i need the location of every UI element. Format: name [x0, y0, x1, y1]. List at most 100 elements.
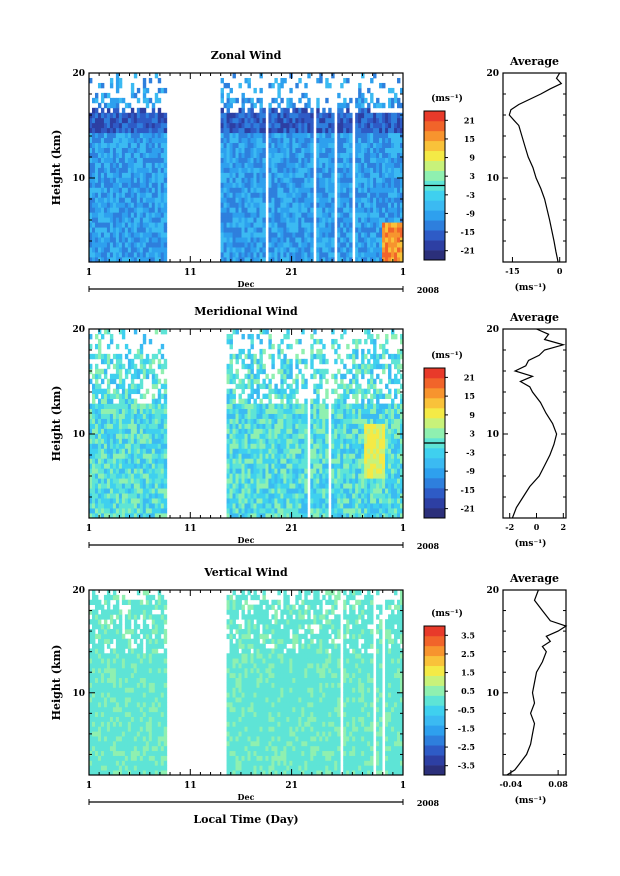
heatmap-cell [112, 132, 117, 139]
heatmap-cell [298, 438, 302, 444]
heatmap-cell [400, 102, 404, 109]
heatmap-cell [286, 252, 290, 258]
heatmap-cell [322, 172, 326, 178]
heatmap-cell [373, 167, 377, 173]
heatmap-cell [361, 237, 365, 243]
heatmap-cell [340, 423, 344, 429]
heatmap-cell [337, 368, 341, 375]
heatmap-cell [220, 142, 224, 148]
panel-title: Zonal Wind [211, 49, 282, 62]
heatmap-cell [346, 463, 350, 469]
heatmap-cell [337, 237, 341, 243]
heatmap-cell [118, 222, 123, 228]
heatmap-cell [118, 227, 123, 233]
heatmap-cell [274, 403, 278, 409]
heatmap-cell [163, 132, 168, 139]
heatmap-cell [391, 247, 395, 253]
heatmap-cell [226, 403, 230, 409]
heatmap-cell [256, 503, 260, 509]
heatmap-cell [343, 237, 347, 243]
heatmap-cell [334, 483, 338, 489]
heatmap-cell [118, 463, 123, 469]
heatmap-cell [277, 192, 281, 198]
heatmap-cell [346, 197, 350, 203]
heatmap-cell [100, 92, 105, 99]
heatmap-cell [157, 458, 162, 464]
heatmap-cell [118, 137, 123, 144]
heatmap-cell [271, 403, 275, 409]
heatmap-cell [115, 117, 120, 124]
heatmap-cell [124, 398, 129, 404]
heatmap-cell [310, 187, 314, 193]
heatmap-cell [247, 222, 251, 228]
heatmap-cell [262, 227, 266, 233]
heatmap-cell [253, 247, 257, 253]
heatmap-cell [349, 97, 353, 104]
heatmap-cell [322, 212, 326, 218]
heatmap-cell [89, 167, 93, 173]
heatmap-cell [295, 513, 299, 519]
heatmap-cell [109, 418, 114, 424]
heatmap-cell [97, 122, 102, 129]
heatmap-cell [100, 207, 105, 213]
heatmap-cell [115, 202, 120, 208]
heatmap-cell [238, 473, 242, 479]
heatmap-cell [232, 217, 236, 223]
heatmap-cell [319, 122, 323, 129]
heatmap-cell [100, 217, 105, 223]
heatmap-cell [361, 423, 365, 429]
heatmap-cell [253, 408, 257, 414]
heatmap-cell [355, 232, 359, 238]
heatmap-cell [346, 142, 350, 148]
heatmap-cell [283, 353, 287, 360]
heatmap-cell [229, 378, 233, 385]
heatmap-cell [328, 107, 332, 114]
heatmap-cell [238, 242, 242, 248]
heatmap-cell [355, 177, 359, 183]
colorbar-tick-label: 15 [464, 134, 475, 144]
heatmap-cell [163, 378, 168, 385]
heatmap-cell [271, 152, 275, 158]
heatmap-cell [232, 117, 236, 124]
heatmap-cell [286, 498, 290, 504]
heatmap-cell [121, 237, 126, 243]
heatmap-cell [223, 157, 227, 163]
heatmap-cell [154, 232, 159, 238]
heatmap-cell [316, 247, 320, 253]
heatmap-cell [250, 498, 254, 504]
heatmap-cell [319, 207, 323, 213]
heatmap-cell [352, 418, 356, 424]
heatmap-cell [232, 172, 236, 178]
heatmap-cell [247, 413, 251, 419]
heatmap-cell [349, 127, 353, 134]
heatmap-cell [361, 227, 365, 233]
heatmap-cell [226, 503, 230, 509]
heatmap-cell [226, 132, 230, 139]
heatmap-cell [376, 112, 380, 119]
heatmap-cell [343, 182, 347, 188]
heatmap-cell [100, 503, 105, 509]
colorbar-tick-label: -21 [461, 246, 475, 256]
heatmap-cell [109, 468, 114, 474]
heatmap-cell [127, 122, 132, 129]
heatmap-cell [220, 132, 224, 139]
heatmap-cell [163, 423, 168, 429]
heatmap-cell [229, 182, 233, 188]
heatmap-cell [103, 137, 108, 144]
heatmap-cell [238, 207, 242, 213]
heatmap-cell [142, 478, 147, 484]
heatmap-cell [331, 227, 335, 233]
heatmap-cell [394, 227, 398, 233]
heatmap-cell [157, 202, 162, 208]
heatmap-cell [271, 433, 275, 439]
heatmap-cell [358, 453, 362, 459]
heatmap-cell [358, 102, 362, 109]
heatmap-cell [388, 87, 392, 94]
heatmap-cell [358, 212, 362, 218]
heatmap-cell [388, 232, 392, 238]
heatmap-cell [94, 468, 99, 474]
heatmap-cell [130, 187, 135, 193]
heatmap-cell [154, 222, 159, 228]
heatmap-cell [229, 428, 233, 434]
heatmap-cell [328, 162, 332, 168]
